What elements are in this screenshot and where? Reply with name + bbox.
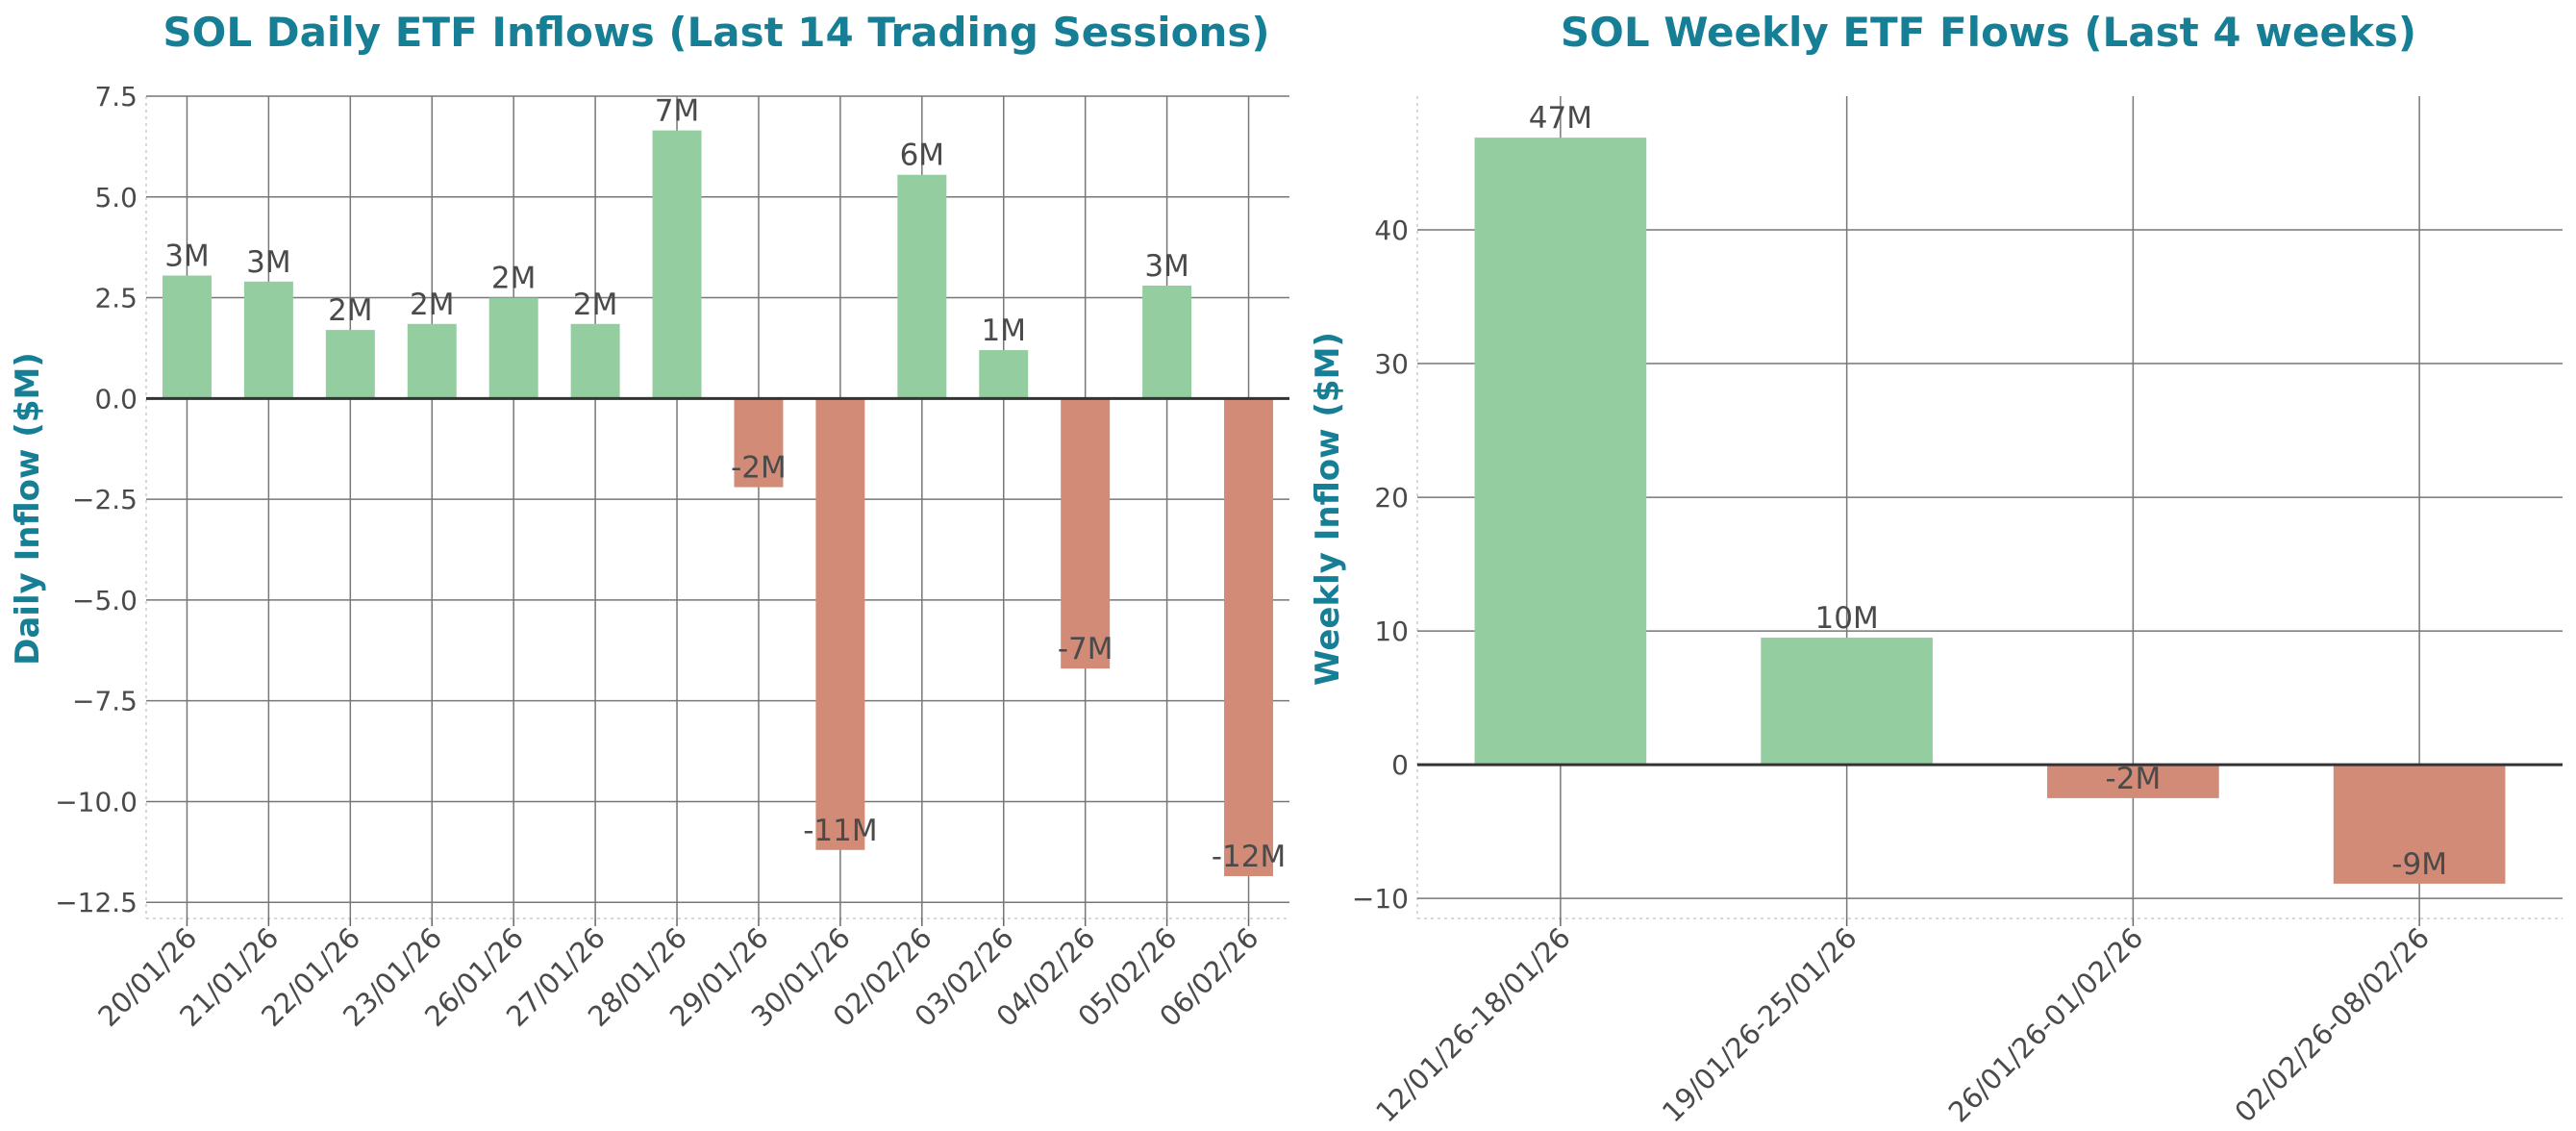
y-tick-label: 20 (1374, 482, 1409, 514)
data-label: -12M (1212, 840, 1286, 874)
data-label: 10M (1815, 601, 1879, 636)
data-label: 2M (328, 293, 372, 328)
y-tick-label: −2.5 (72, 484, 138, 515)
data-label: 3M (164, 239, 209, 274)
y-tick-label: −10 (1352, 883, 1409, 915)
data-label: -2M (731, 451, 787, 486)
data-label: 2M (410, 288, 454, 322)
bar-26/01/26 (488, 297, 538, 399)
bar-12/01/26-18/01/26 (1474, 138, 1647, 766)
y-tick-label: 0 (1391, 749, 1409, 781)
bar-02/02/26 (897, 174, 947, 399)
y-tick-label: 0.0 (94, 383, 138, 415)
y-tick-label: 10 (1374, 616, 1409, 647)
data-label: 47M (1529, 101, 1592, 136)
data-label: 6M (900, 138, 944, 173)
bar-20/01/26 (162, 275, 212, 399)
data-label: 7M (655, 94, 699, 129)
y-tick-label: 2.5 (94, 283, 138, 314)
bar-27/01/26 (570, 323, 620, 399)
weekly-flows-chart: SOL Weekly ETF Flows (Last 4 weeks) Week… (1309, 9, 2563, 1129)
y-tick-label: 7.5 (94, 81, 138, 113)
y-tick-label: −10.0 (55, 786, 138, 817)
bar-22/01/26 (325, 330, 375, 399)
daily-y-axis-label: Daily Inflow ($M) (9, 352, 47, 666)
bar-30/01/26 (815, 398, 865, 850)
x-tick-label: 26/01/26-01/02/26 (1942, 921, 2150, 1129)
bar-06/02/26 (1224, 398, 1274, 876)
weekly-chart-title: SOL Weekly ETF Flows (Last 4 weeks) (1561, 9, 2416, 56)
data-label: 2M (491, 262, 536, 296)
data-label: -9M (2391, 847, 2447, 882)
data-label: 1M (982, 314, 1026, 348)
x-tick-label: 12/01/26-18/01/26 (1369, 921, 1577, 1129)
data-label: 2M (573, 288, 617, 322)
bar-29/01/26 (734, 398, 784, 488)
data-label: 3M (1144, 249, 1188, 284)
y-tick-label: −5.0 (72, 585, 138, 616)
y-tick-label: 5.0 (94, 182, 138, 214)
weekly-y-axis-label: Weekly Inflow ($M) (1309, 332, 1347, 686)
bar-02/02/26-08/02/26 (2333, 765, 2506, 884)
daily-chart-title: SOL Daily ETF Inflows (Last 14 Trading S… (163, 9, 1269, 56)
y-tick-label: 30 (1374, 348, 1409, 380)
y-tick-label: 40 (1374, 214, 1409, 246)
bar-05/02/26 (1142, 285, 1192, 399)
x-tick-label: 02/02/26-08/02/26 (2228, 921, 2436, 1129)
bar-26/01/26-01/02/26 (2047, 765, 2219, 798)
daily-inflows-chart: SOL Daily ETF Inflows (Last 14 Trading S… (9, 9, 1289, 1033)
bar-03/02/26 (979, 350, 1029, 399)
bar-21/01/26 (243, 281, 293, 399)
x-tick-label: 19/01/26-25/01/26 (1656, 921, 1863, 1129)
y-tick-label: −12.5 (55, 887, 138, 918)
data-label: -2M (2106, 762, 2162, 796)
bar-23/01/26 (407, 323, 457, 399)
data-label: -11M (803, 814, 877, 848)
data-label: 3M (246, 245, 290, 280)
bar-04/02/26 (1061, 398, 1111, 669)
bar-19/01/26-25/01/26 (1761, 638, 1933, 766)
bar-28/01/26 (652, 130, 702, 399)
y-tick-label: −7.5 (72, 686, 138, 717)
data-label: -7M (1058, 632, 1113, 666)
